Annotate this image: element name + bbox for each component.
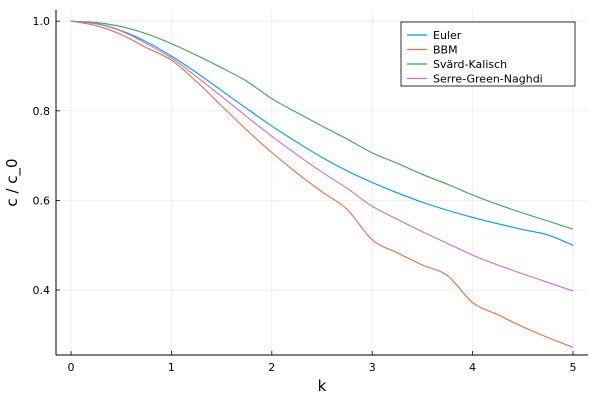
series-group (70, 20, 574, 348)
y-tick-label: 0.6 (33, 194, 51, 207)
grid (56, 10, 588, 355)
x-axis-ticks: 0 1 2 3 4 5 (68, 351, 576, 374)
x-tick-label: 5 (569, 361, 576, 374)
series-line-bbm (70, 20, 574, 348)
series-line-sv-rd-kalisch (71, 20, 574, 230)
y-tick-label: 0.8 (33, 105, 51, 118)
y-tick-label: 0.4 (33, 284, 51, 297)
axes (55, 10, 588, 356)
x-tick-label: 0 (68, 361, 75, 374)
x-tick-label: 1 (168, 361, 175, 374)
x-tick-label: 2 (268, 361, 275, 374)
x-axis-label: k (318, 377, 327, 395)
legend-label-serre-green-naghdi: Serre-Green-Naghdi (433, 73, 543, 86)
series-line-euler (71, 20, 574, 246)
legend-label-euler: Euler (433, 29, 462, 42)
y-axis-ticks: 0.4 0.6 0.8 1.0 (33, 15, 60, 297)
series-line-serre-green-naghdi (71, 20, 574, 292)
y-axis-label: c / c_0 (3, 158, 22, 206)
x-tick-label: 4 (469, 361, 476, 374)
legend-box (400, 21, 576, 87)
y-tick-label: 1.0 (33, 15, 51, 28)
legend-label-sv-rd-kalisch: Svärd-Kalisch (433, 58, 507, 71)
x-tick-label: 3 (369, 361, 376, 374)
legend-label-bbm: BBM (433, 44, 458, 57)
